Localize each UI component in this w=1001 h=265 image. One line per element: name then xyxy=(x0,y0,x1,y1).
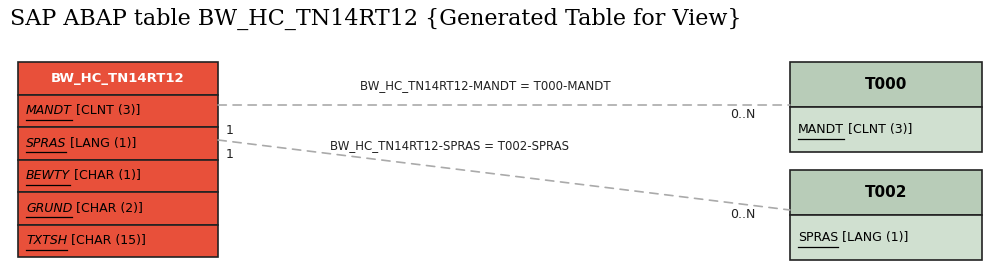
Text: 0..N: 0..N xyxy=(730,209,756,222)
Bar xyxy=(18,224,218,257)
Bar xyxy=(790,215,982,260)
Text: SPRAS: SPRAS xyxy=(798,231,838,244)
Text: [CHAR (1)]: [CHAR (1)] xyxy=(70,169,141,182)
Text: SPRAS [LANG (1)]: SPRAS [LANG (1)] xyxy=(798,231,909,244)
Text: SPRAS: SPRAS xyxy=(26,137,66,150)
Text: BEWTY [CHAR (1)]: BEWTY [CHAR (1)] xyxy=(26,169,141,182)
Text: TXTSH: TXTSH xyxy=(26,234,67,247)
Bar xyxy=(18,127,218,160)
Bar xyxy=(790,62,982,107)
Text: MANDT: MANDT xyxy=(798,123,844,136)
Text: [CLNT (3)]: [CLNT (3)] xyxy=(72,104,140,117)
Text: SAP ABAP table BW_HC_TN14RT12 {Generated Table for View}: SAP ABAP table BW_HC_TN14RT12 {Generated… xyxy=(10,8,742,30)
Text: MANDT: MANDT xyxy=(26,104,72,117)
Text: BEWTY: BEWTY xyxy=(26,169,70,182)
Text: [LANG (1)]: [LANG (1)] xyxy=(66,137,137,150)
Text: 0..N: 0..N xyxy=(730,108,756,121)
Text: MANDT: MANDT xyxy=(798,123,844,136)
Text: SPRAS [LANG (1)]: SPRAS [LANG (1)] xyxy=(26,137,136,150)
Text: 1: 1 xyxy=(226,123,234,136)
Text: TXTSH: TXTSH xyxy=(26,234,67,247)
Text: BW_HC_TN14RT12-MANDT = T000-MANDT: BW_HC_TN14RT12-MANDT = T000-MANDT xyxy=(360,79,611,92)
Text: T000: T000 xyxy=(865,77,907,92)
Text: [LANG (1)]: [LANG (1)] xyxy=(838,231,909,244)
Bar xyxy=(18,160,218,192)
Text: GRUND: GRUND xyxy=(26,202,72,215)
Bar xyxy=(18,192,218,224)
Text: MANDT [CLNT (3)]: MANDT [CLNT (3)] xyxy=(26,104,140,117)
Text: BEWTY: BEWTY xyxy=(26,169,70,182)
Text: MANDT: MANDT xyxy=(26,104,72,117)
Text: GRUND: GRUND xyxy=(26,202,72,215)
Text: T002: T002 xyxy=(865,185,907,200)
Text: TXTSH [CHAR (15)]: TXTSH [CHAR (15)] xyxy=(26,234,146,247)
Text: GRUND [CHAR (2)]: GRUND [CHAR (2)] xyxy=(26,202,143,215)
Text: MANDT [CLNT (3)]: MANDT [CLNT (3)] xyxy=(798,123,912,136)
Text: BW_HC_TN14RT12: BW_HC_TN14RT12 xyxy=(51,72,185,85)
Text: SPRAS: SPRAS xyxy=(26,137,66,150)
Text: 1: 1 xyxy=(226,148,234,161)
Text: [CHAR (15)]: [CHAR (15)] xyxy=(67,234,146,247)
Bar xyxy=(18,62,218,95)
Bar xyxy=(790,107,982,152)
Bar xyxy=(18,95,218,127)
Bar xyxy=(790,170,982,215)
Text: BW_HC_TN14RT12-SPRAS = T002-SPRAS: BW_HC_TN14RT12-SPRAS = T002-SPRAS xyxy=(330,139,569,152)
Text: [CLNT (3)]: [CLNT (3)] xyxy=(844,123,912,136)
Text: [CHAR (2)]: [CHAR (2)] xyxy=(72,202,143,215)
Text: SPRAS: SPRAS xyxy=(798,231,838,244)
